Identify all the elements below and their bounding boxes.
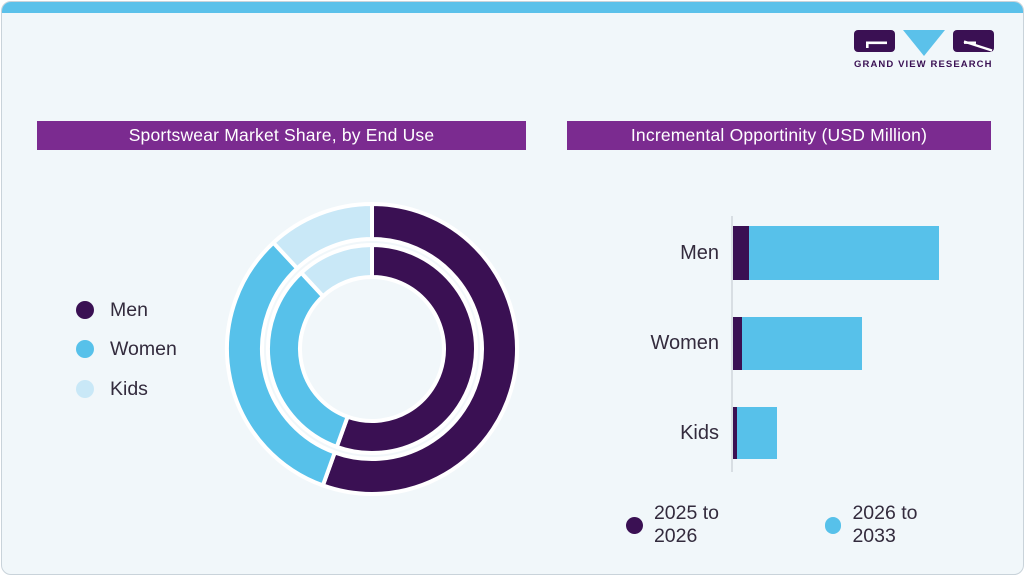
- gvr-logo-marks: [854, 30, 994, 56]
- legend-label-women: Women: [110, 337, 177, 360]
- bar-segment-men-2025-to-2026: [733, 226, 750, 280]
- kids-swatch-icon: [76, 380, 94, 398]
- bar-row-women: [733, 317, 862, 370]
- donut-legend-item-men: Men: [76, 298, 148, 322]
- logo-mark-v: [903, 30, 945, 56]
- men-swatch-icon: [76, 301, 94, 319]
- bar-legend-item-2025-2026: 2025 to 2026: [626, 502, 768, 548]
- top-accent-strip: [2, 2, 1023, 13]
- bar-segment-men-2026-to-2033: [749, 226, 939, 280]
- bar-row-kids: [733, 407, 777, 459]
- donut-inner-segment-men: [334, 242, 478, 455]
- donut-inner-segment-kids: [298, 242, 374, 300]
- bar-chart-legend: 2025 to 2026 2026 to 2033: [626, 502, 1023, 548]
- donut-outer-segment-kids: [270, 201, 374, 272]
- women-swatch-icon: [76, 340, 94, 358]
- bar-row-men: [733, 226, 939, 280]
- 2026-2033-swatch-icon: [824, 516, 842, 534]
- bar-category-label-kids: Kids: [680, 422, 719, 444]
- market-share-title: Sportswear Market Share, by End Use: [37, 121, 526, 150]
- bar-legend-label-2025-2026: 2025 to 2026: [653, 502, 720, 547]
- legend-label-men: Men: [110, 298, 148, 321]
- bar-legend-label-2026-2033: 2026 to 2033: [852, 502, 918, 547]
- bar-segment-women-2025-to-2026: [733, 317, 743, 370]
- bar-category-label-men: Men: [680, 242, 719, 264]
- donut-legend-item-kids: Kids: [76, 377, 148, 401]
- bar-segment-kids-2026-to-2033: [736, 407, 777, 459]
- market-share-donut-chart: [225, 201, 519, 496]
- bar-chart-axis-line: [731, 216, 733, 472]
- legend-label-kids: Kids: [110, 377, 148, 400]
- bar-segment-women-2026-to-2033: [742, 317, 862, 370]
- bar-legend-item-2026-2033: 2026 to 2033: [824, 502, 967, 548]
- logo-wordmark: GRAND VIEW RESEARCH: [854, 59, 993, 70]
- donut-inner-segment-women: [266, 269, 351, 450]
- gvr-logo: GRAND VIEW RESEARCH: [854, 30, 995, 72]
- bar-segment-kids-2025-to-2026: [733, 407, 737, 459]
- donut-outer-segment-men: [320, 201, 519, 496]
- incremental-opportunity-title: Incremental Opportinity (USD Million): [567, 121, 991, 150]
- donut-legend-item-women: Women: [76, 337, 177, 361]
- logo-mark-r: [953, 30, 994, 52]
- 2025-2026-swatch-icon: [626, 516, 643, 534]
- bar-category-label-women: Women: [650, 332, 719, 354]
- logo-mark-g: [854, 30, 895, 52]
- incremental-opportunity-bar-chart: Men Women Kids: [622, 216, 1017, 478]
